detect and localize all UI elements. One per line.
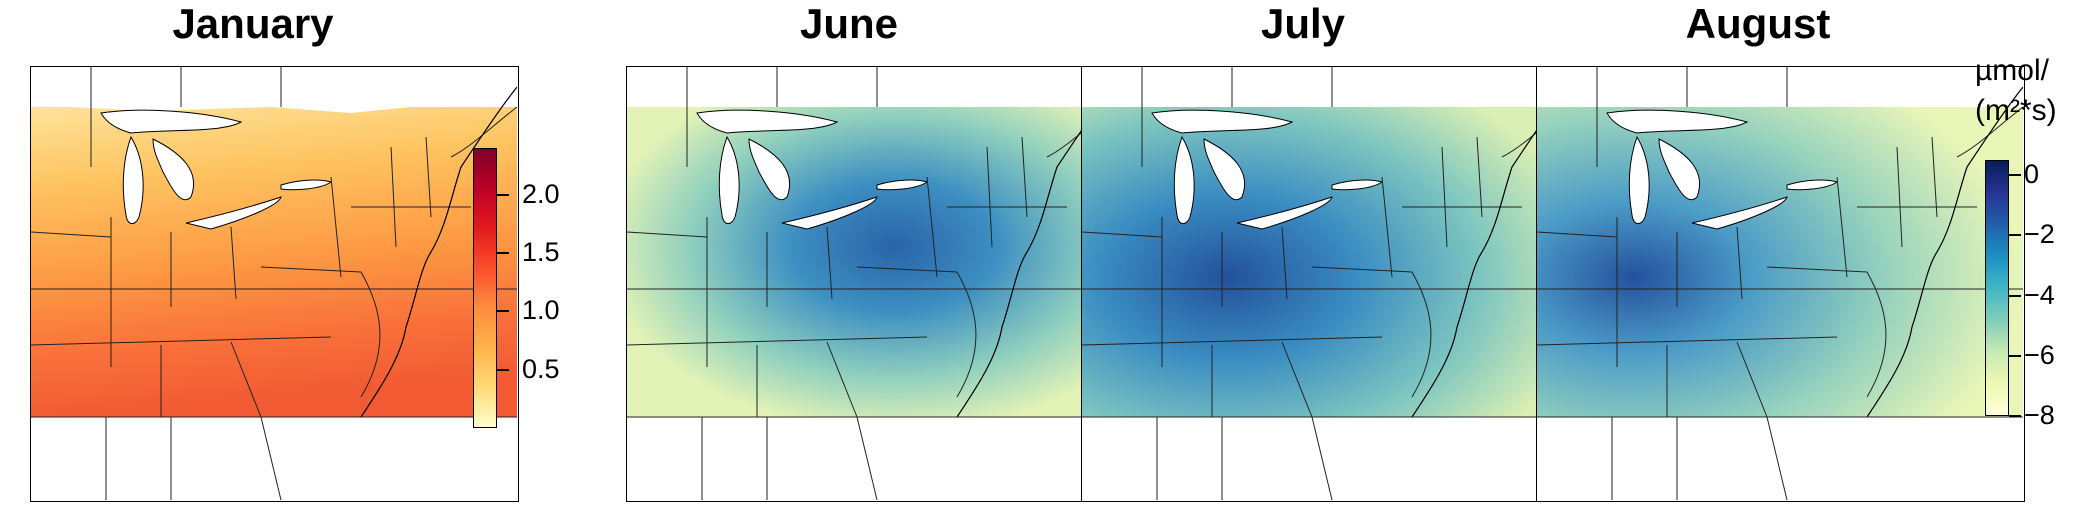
- colorbar-tick-mark: [2009, 354, 2021, 357]
- unit-label-line1: µmol/: [1975, 54, 2049, 87]
- colorbar-tick-mark: [2009, 174, 2021, 177]
- coastline: [1866, 86, 2023, 418]
- coastline: [1411, 86, 1568, 418]
- data-mask-top: [31, 67, 517, 113]
- colorbar-tick-label: 0: [2024, 159, 2040, 190]
- flux-field: [627, 107, 1113, 417]
- colorbar-tick-label: −8: [2024, 400, 2055, 430]
- lake-ontario: [876, 179, 929, 191]
- colorbar-tick-mark: [2009, 234, 2021, 237]
- lake-ontario: [1786, 179, 1839, 191]
- data-mask-south: [1537, 417, 2023, 500]
- colorbar-tick-mark: [2009, 415, 2021, 417]
- colorbar-tick-label: 1.5: [522, 237, 560, 267]
- flux-field: [1082, 107, 1568, 417]
- state-borders: [1537, 67, 2023, 418]
- lake-superior: [696, 109, 839, 134]
- colorbar-tick-mark: [497, 310, 509, 313]
- lake-erie: [1691, 196, 1788, 230]
- panel-title-january: January: [172, 0, 334, 47]
- lake-superior: [1606, 109, 1749, 134]
- colorbar-summer: [1985, 160, 2009, 416]
- lake-erie: [1236, 196, 1333, 230]
- colorbar-tick-label: −4: [2024, 279, 2055, 310]
- lake-superior: [100, 109, 243, 134]
- map-june: [626, 66, 1115, 502]
- colorbar-tick-label: 1.0: [522, 295, 560, 326]
- lake-erie: [185, 196, 282, 230]
- unit-label-line2: (m²*s): [1975, 94, 2057, 127]
- colorbar-tick-label: −6: [2024, 339, 2055, 370]
- colorbar-tick-mark: [497, 193, 509, 196]
- lake-superior: [1151, 109, 1294, 134]
- map-july: [1081, 66, 1570, 502]
- colorbar-tick-label: 0.5: [522, 353, 560, 384]
- data-mask-south: [627, 417, 1113, 500]
- data-mask-top: [1537, 67, 2023, 107]
- panel-title-july: July: [1260, 0, 1346, 47]
- data-mask-top: [1082, 67, 1568, 107]
- lake-huron: [748, 138, 791, 200]
- map-january: [30, 66, 519, 502]
- panel-title-june: June: [799, 0, 899, 47]
- data-mask-top: [627, 67, 1113, 107]
- data-mask-south: [31, 417, 517, 500]
- lake-huron: [1203, 138, 1246, 200]
- colorbar-tick-mark: [2009, 294, 2021, 297]
- coastline: [360, 86, 517, 418]
- data-mask-south: [1082, 417, 1568, 500]
- lake-huron: [1658, 138, 1701, 200]
- colorbar-tick-label: −2: [2024, 219, 2055, 250]
- coastline: [956, 86, 1113, 418]
- lake-michigan: [1173, 135, 1195, 224]
- colorbar-tick-mark: [497, 368, 509, 371]
- colorbar-january: [473, 148, 497, 428]
- lake-erie: [781, 196, 878, 230]
- lake-huron: [152, 138, 195, 200]
- map-august: [1536, 66, 2025, 502]
- lake-michigan: [1628, 135, 1650, 224]
- colorbar-tick-mark: [497, 252, 509, 254]
- flux-field: [31, 107, 517, 417]
- colorbar-tick-label: 2.0: [522, 178, 560, 209]
- lake-michigan: [122, 135, 144, 224]
- panel-title-august: August: [1685, 0, 1831, 47]
- lake-michigan: [718, 135, 740, 224]
- lake-ontario: [280, 179, 333, 191]
- lake-ontario: [1331, 179, 1384, 191]
- flux-field: [1537, 107, 2023, 417]
